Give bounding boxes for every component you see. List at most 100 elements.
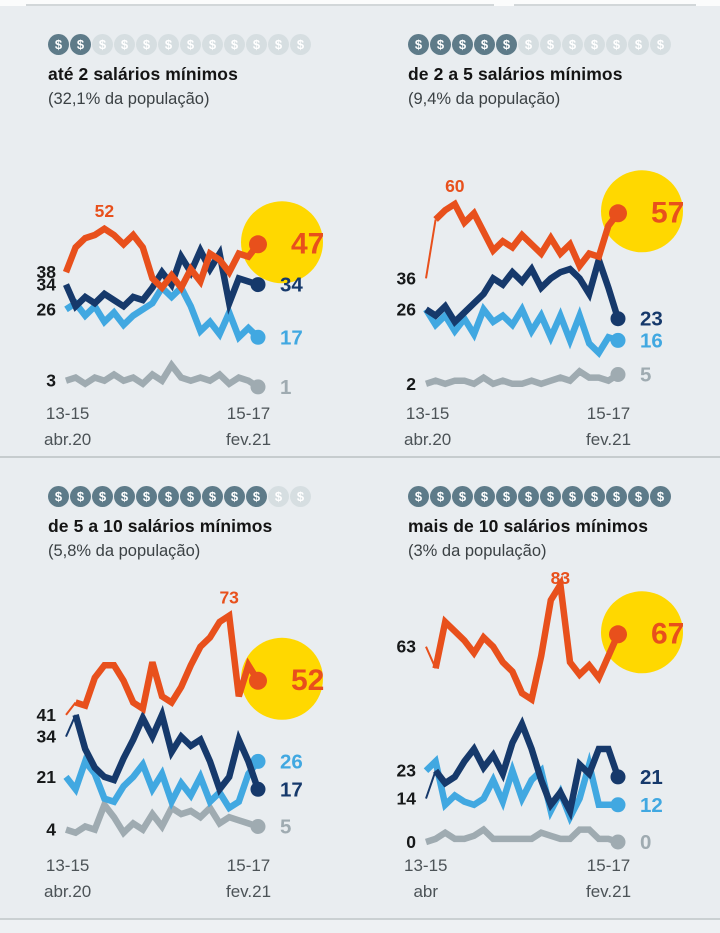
top-divider-strip bbox=[0, 0, 720, 6]
dark_blue-end-dot bbox=[250, 277, 266, 293]
dark_blue-end-value-label: 34 bbox=[280, 274, 303, 297]
salary-coin-icons: $ $ $ $ $ $ $ $ $ $ $ $ bbox=[408, 486, 671, 507]
orange-end-value-label: 47 bbox=[291, 227, 324, 260]
dollar-coin-icon: $ bbox=[496, 34, 517, 55]
peak-value-label: 83 bbox=[551, 570, 571, 588]
dollar-coin-icon: $ bbox=[290, 486, 311, 507]
x-axis-date-line: 15-17 bbox=[586, 404, 631, 423]
panel-ate-2-salarios: $ $ $ $ $ $ $ $ $ $ $ $ até 2 salários mínimos (32,… bbox=[0, 6, 360, 456]
x-axis-date-line: abr.20 bbox=[44, 429, 92, 449]
dollar-coin-icon: $ bbox=[430, 34, 451, 55]
panel-subtitle: (5,8% da população) bbox=[48, 542, 201, 560]
gray-start-value-label: 3 bbox=[46, 371, 56, 391]
chart-area: 4 5 21 26 34 17 41 52 73 13-15 abr.20 15-17 fev.… bbox=[0, 570, 360, 908]
panel-title: mais de 10 salários mínimos bbox=[408, 516, 649, 536]
line-chart-svg: 4 5 21 26 34 17 41 52 73 bbox=[37, 588, 325, 840]
bottom-divider-strip bbox=[0, 918, 720, 933]
peak-value-label: 73 bbox=[219, 588, 239, 608]
salary-coin-icons: $ $ $ $ $ $ $ $ $ $ $ $ bbox=[408, 34, 671, 55]
x-axis-label-start: 13-15 abr.20 bbox=[44, 853, 91, 904]
light_blue-end-dot bbox=[250, 753, 266, 769]
x-axis-label-end: 15-17 fev.21 bbox=[586, 401, 631, 452]
orange-line bbox=[432, 575, 621, 705]
panel-title: de 5 a 10 salários mínimos bbox=[48, 516, 273, 536]
gray-end-dot bbox=[610, 367, 626, 382]
top-rule-left bbox=[26, 4, 494, 6]
salary-coin-icons: $ $ $ $ $ $ $ $ $ $ $ $ bbox=[48, 34, 311, 55]
dollar-coin-icon: $ bbox=[114, 486, 135, 507]
chart-area: 2 5 16 26 23 36 57 60 13-15 abr.20 15-17 fev.21 bbox=[360, 118, 720, 456]
orange-line bbox=[62, 224, 261, 294]
panel-title: de 2 a 5 salários mínimos bbox=[408, 64, 623, 84]
dollar-coin-icon: $ bbox=[606, 486, 627, 507]
dark_blue-start-value-label: 14 bbox=[397, 789, 417, 809]
highlight-circle bbox=[601, 591, 683, 674]
dark_blue-leader-line bbox=[425, 770, 437, 799]
x-axis-label-start: 13-15 abr.20 bbox=[44, 401, 91, 452]
peak-value-label: 60 bbox=[445, 176, 465, 196]
x-axis-date-line: 13-15 bbox=[45, 404, 90, 423]
dollar-coin-icon: $ bbox=[158, 34, 179, 55]
orange-start-value-label: 41 bbox=[37, 705, 57, 725]
panel-mais-de-10-salarios: $ $ $ $ $ $ $ $ $ $ $ $ mais de 10 salários mínimos… bbox=[360, 458, 720, 918]
light_blue-start-value-label: 26 bbox=[37, 299, 57, 319]
dollar-coin-icon: $ bbox=[518, 34, 539, 55]
dollar-coin-icon: $ bbox=[408, 486, 429, 507]
gray-line bbox=[425, 825, 619, 846]
salary-coin-icons: $ $ $ $ $ $ $ $ $ $ $ $ bbox=[48, 486, 311, 507]
dark_blue-end-value-label: 23 bbox=[640, 308, 663, 331]
dollar-coin-icon: $ bbox=[246, 486, 267, 507]
dollar-coin-icon: $ bbox=[180, 34, 201, 55]
dollar-coin-icon: $ bbox=[650, 486, 671, 507]
dollar-coin-icon: $ bbox=[92, 486, 113, 507]
orange-line bbox=[433, 199, 621, 273]
dollar-coin-icon: $ bbox=[518, 486, 539, 507]
gray-start-value-label: 4 bbox=[46, 820, 56, 840]
orange-end-dot bbox=[249, 235, 267, 254]
panel-subtitle: (3% da população) bbox=[408, 542, 547, 560]
top-rule-right bbox=[514, 4, 696, 6]
dollar-coin-icon: $ bbox=[584, 486, 605, 507]
dark_blue-start-value-label: 26 bbox=[397, 299, 417, 319]
x-axis-label-end: 15-17 fev.21 bbox=[226, 853, 271, 904]
chart-area: 3 1 26 17 34 34 38 47 52 13-15 abr.20 15-17 fev.… bbox=[0, 118, 360, 456]
charts-row-top: $ $ $ $ $ $ $ $ $ $ $ $ até 2 salários mínimos (32,… bbox=[0, 6, 720, 456]
gray-end-value-label: 0 bbox=[640, 831, 651, 854]
dollar-coin-icon: $ bbox=[650, 34, 671, 55]
light_blue-end-dot bbox=[250, 329, 266, 345]
x-axis-label-start: 13-15 abr bbox=[404, 853, 447, 904]
dollar-coin-icon: $ bbox=[584, 34, 605, 55]
x-axis-date-line: fev.21 bbox=[226, 881, 272, 901]
dollar-coin-icon: $ bbox=[48, 486, 69, 507]
highlight-circle bbox=[241, 637, 323, 720]
orange-start-value-label: 38 bbox=[37, 262, 57, 282]
orange-end-value-label: 67 bbox=[651, 617, 684, 650]
gray-line bbox=[65, 359, 260, 390]
dollar-coin-icon: $ bbox=[114, 34, 135, 55]
dollar-coin-icon: $ bbox=[246, 34, 267, 55]
orange-end-value-label: 57 bbox=[651, 196, 684, 229]
dollar-coin-icon: $ bbox=[224, 34, 245, 55]
orange-start-value-label: 36 bbox=[397, 268, 417, 288]
dark_blue-end-value-label: 21 bbox=[640, 766, 663, 789]
panel-subtitle: (9,4% da população) bbox=[408, 90, 561, 108]
gray-end-value-label: 1 bbox=[280, 376, 291, 399]
light_blue-end-value-label: 12 bbox=[640, 794, 663, 817]
x-axis-date-line: abr.20 bbox=[44, 881, 92, 901]
dollar-coin-icon: $ bbox=[562, 486, 583, 507]
dark_blue-line bbox=[433, 716, 622, 821]
dark_blue-end-dot bbox=[250, 781, 266, 797]
dark_blue-line bbox=[63, 242, 259, 315]
x-axis-date-line: 13-15 bbox=[405, 404, 450, 423]
light_blue-end-value-label: 17 bbox=[280, 326, 303, 349]
x-axis-date-line: 15-17 bbox=[586, 856, 631, 875]
orange-start-value-label: 63 bbox=[397, 637, 417, 657]
gray-start-value-label: 2 bbox=[406, 374, 416, 394]
dollar-coin-icon: $ bbox=[224, 486, 245, 507]
dollar-coin-icon: $ bbox=[606, 34, 627, 55]
highlight-circle bbox=[241, 201, 323, 284]
orange-end-dot bbox=[609, 204, 627, 223]
x-axis-date-line: fev.21 bbox=[586, 429, 632, 449]
line-chart-svg: 0 0 23 12 14 21 63 67 83 bbox=[397, 570, 685, 854]
x-axis-date-line: abr.20 bbox=[404, 429, 452, 449]
